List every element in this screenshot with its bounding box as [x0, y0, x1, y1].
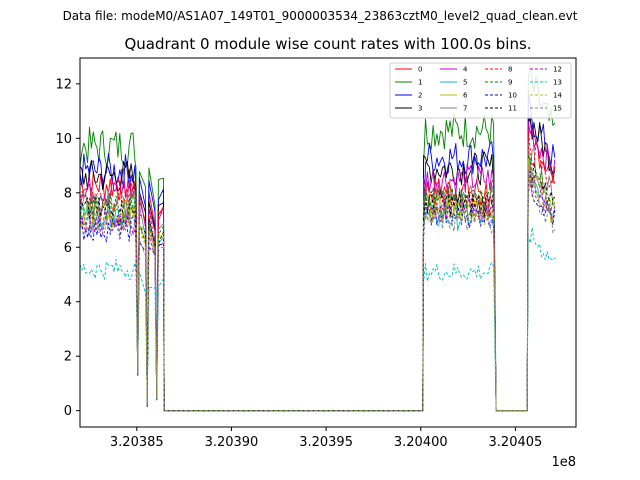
legend-label-4: 4	[463, 66, 468, 74]
legend-label-9: 9	[508, 79, 512, 87]
x-offset-label: 1e8	[551, 455, 576, 470]
x-tick-label: 3.20400	[394, 435, 448, 450]
legend-label-6: 6	[463, 92, 468, 100]
y-tick-label: 2	[64, 350, 72, 365]
y-tick-label: 4	[64, 295, 72, 310]
x-tick-label: 3.20390	[205, 435, 259, 450]
legend-label-0: 0	[418, 66, 422, 74]
chart-title: Quadrant 0 module wise count rates with …	[124, 35, 531, 53]
legend-label-1: 1	[418, 79, 422, 87]
figure-suptitle: Data file: modeM0/AS1A07_149T01_90000035…	[63, 9, 578, 23]
legend-label-3: 3	[418, 105, 422, 113]
series-line-15	[80, 179, 556, 412]
legend-label-15: 15	[553, 105, 562, 113]
legend-label-2: 2	[418, 92, 422, 100]
series-line-14	[80, 158, 556, 412]
legend-label-12: 12	[553, 66, 562, 74]
y-tick-label: 6	[64, 241, 72, 256]
legend-label-5: 5	[463, 79, 467, 87]
x-tick-label: 3.20405	[489, 435, 543, 450]
legend-label-10: 10	[508, 92, 517, 100]
x-tick-label: 3.20395	[299, 435, 353, 450]
y-tick-label: 10	[55, 132, 72, 147]
y-tick-label: 12	[55, 77, 72, 92]
series-layer	[80, 65, 556, 412]
legend-label-11: 11	[508, 105, 517, 113]
legend-box	[389, 62, 572, 119]
plot-frame	[79, 57, 577, 428]
legend-label-14: 14	[553, 92, 562, 100]
y-tick-label: 8	[64, 186, 72, 201]
legend-label-13: 13	[553, 79, 562, 87]
axis-layer: 3.20385 3.20390 3.20395 3.20400 3.20405 0 2 4 6 8…	[55, 77, 542, 450]
legend-label-7: 7	[463, 105, 467, 113]
y-tick-label: 0	[64, 404, 72, 419]
legend-label-8: 8	[508, 66, 512, 74]
x-tick-label: 3.20385	[110, 435, 164, 450]
